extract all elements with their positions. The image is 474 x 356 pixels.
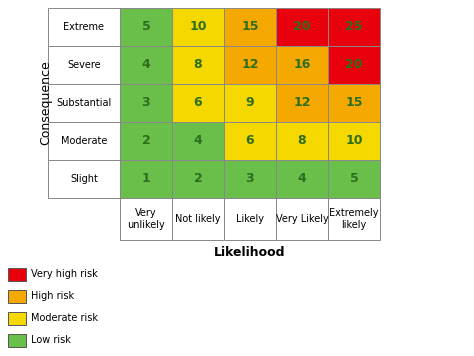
- Text: Very
unlikely: Very unlikely: [127, 208, 165, 230]
- FancyBboxPatch shape: [120, 46, 172, 84]
- FancyBboxPatch shape: [8, 312, 26, 325]
- Text: 4: 4: [193, 135, 202, 147]
- FancyBboxPatch shape: [224, 122, 276, 160]
- Text: 10: 10: [189, 21, 207, 33]
- FancyBboxPatch shape: [276, 84, 328, 122]
- Text: 3: 3: [142, 96, 150, 110]
- FancyBboxPatch shape: [224, 8, 276, 46]
- Text: 16: 16: [293, 58, 310, 72]
- FancyBboxPatch shape: [328, 198, 380, 240]
- FancyBboxPatch shape: [224, 198, 276, 240]
- Text: 12: 12: [241, 58, 259, 72]
- Text: 2: 2: [142, 135, 150, 147]
- Text: Moderate risk: Moderate risk: [31, 313, 98, 323]
- Text: 8: 8: [194, 58, 202, 72]
- Text: 6: 6: [246, 135, 255, 147]
- Text: Slight: Slight: [70, 174, 98, 184]
- Text: 2: 2: [193, 173, 202, 185]
- FancyBboxPatch shape: [276, 160, 328, 198]
- Text: 15: 15: [241, 21, 259, 33]
- Text: Moderate: Moderate: [61, 136, 107, 146]
- FancyBboxPatch shape: [120, 84, 172, 122]
- Text: 6: 6: [194, 96, 202, 110]
- Text: Low risk: Low risk: [31, 335, 71, 345]
- Text: 12: 12: [293, 96, 311, 110]
- FancyBboxPatch shape: [120, 198, 172, 240]
- FancyBboxPatch shape: [172, 46, 224, 84]
- FancyBboxPatch shape: [48, 122, 120, 160]
- Text: 25: 25: [345, 21, 363, 33]
- FancyBboxPatch shape: [172, 198, 224, 240]
- FancyBboxPatch shape: [328, 160, 380, 198]
- FancyBboxPatch shape: [48, 160, 120, 198]
- Text: 15: 15: [345, 96, 363, 110]
- Text: Likely: Likely: [236, 214, 264, 224]
- Text: Consequence: Consequence: [39, 61, 53, 145]
- FancyBboxPatch shape: [224, 46, 276, 84]
- Text: Substantial: Substantial: [56, 98, 111, 108]
- Text: Not likely: Not likely: [175, 214, 221, 224]
- FancyBboxPatch shape: [48, 84, 120, 122]
- Text: 5: 5: [142, 21, 150, 33]
- FancyBboxPatch shape: [328, 8, 380, 46]
- FancyBboxPatch shape: [120, 160, 172, 198]
- FancyBboxPatch shape: [172, 84, 224, 122]
- Text: 4: 4: [142, 58, 150, 72]
- Text: Severe: Severe: [67, 60, 101, 70]
- FancyBboxPatch shape: [8, 290, 26, 303]
- FancyBboxPatch shape: [8, 334, 26, 347]
- Text: Very Likely: Very Likely: [275, 214, 328, 224]
- Text: 9: 9: [246, 96, 255, 110]
- FancyBboxPatch shape: [224, 84, 276, 122]
- Text: Extreme: Extreme: [64, 22, 104, 32]
- FancyBboxPatch shape: [120, 8, 172, 46]
- FancyBboxPatch shape: [172, 160, 224, 198]
- FancyBboxPatch shape: [276, 198, 328, 240]
- Text: 1: 1: [142, 173, 150, 185]
- Text: Very high risk: Very high risk: [31, 269, 98, 279]
- FancyBboxPatch shape: [172, 8, 224, 46]
- Text: High risk: High risk: [31, 291, 74, 301]
- Text: 20: 20: [293, 21, 311, 33]
- FancyBboxPatch shape: [328, 46, 380, 84]
- Text: Extremely
likely: Extremely likely: [329, 208, 379, 230]
- FancyBboxPatch shape: [120, 122, 172, 160]
- FancyBboxPatch shape: [172, 122, 224, 160]
- FancyBboxPatch shape: [48, 46, 120, 84]
- FancyBboxPatch shape: [276, 122, 328, 160]
- FancyBboxPatch shape: [48, 8, 120, 46]
- Text: 3: 3: [246, 173, 255, 185]
- FancyBboxPatch shape: [224, 160, 276, 198]
- Text: 20: 20: [345, 58, 363, 72]
- FancyBboxPatch shape: [328, 84, 380, 122]
- FancyBboxPatch shape: [8, 268, 26, 281]
- FancyBboxPatch shape: [276, 8, 328, 46]
- Text: 5: 5: [350, 173, 358, 185]
- Text: 4: 4: [298, 173, 306, 185]
- FancyBboxPatch shape: [276, 46, 328, 84]
- Text: 10: 10: [345, 135, 363, 147]
- Text: 8: 8: [298, 135, 306, 147]
- Text: Likelihood: Likelihood: [214, 246, 286, 258]
- FancyBboxPatch shape: [328, 122, 380, 160]
